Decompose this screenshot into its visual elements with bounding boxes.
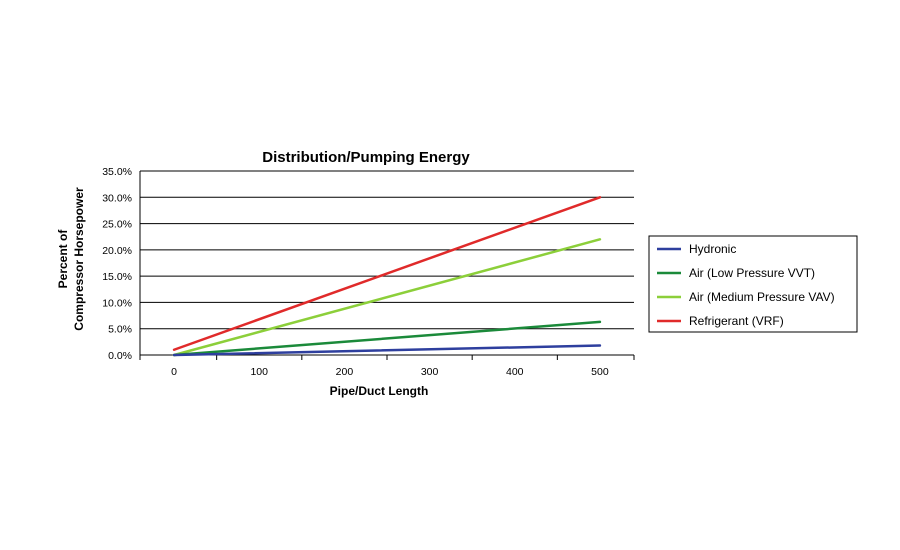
x-axis-label: Pipe/Duct Length	[330, 384, 429, 398]
legend: Hydronic Air (Low Pressure VVT) Air (Mediu…	[648, 235, 858, 333]
x-axis: 0 100 200 300 400 500	[139, 354, 635, 378]
y-axis-label: Percent of Compressor Horsepower	[56, 187, 86, 331]
series-line-3	[172, 196, 602, 351]
grid-lines	[140, 170, 634, 330]
y-axis-label-line1: Percent of	[56, 229, 70, 289]
x-tick-label: 0	[171, 366, 177, 378]
y-tick-label: 15.0%	[102, 271, 132, 283]
y-axis-label-line2: Compressor Horsepower	[72, 187, 86, 331]
x-tick-label: 100	[250, 366, 268, 378]
legend-label: Hydronic	[689, 242, 736, 256]
legend-label: Air (Low Pressure VVT)	[689, 266, 815, 280]
y-tick-label: 0.0%	[108, 350, 132, 362]
plot-area: 0 100 200 300 400 500 0.0% 5.0% 10.0% 15.0% 20.0%…	[102, 166, 635, 378]
chart-title: Distribution/Pumping Energy	[262, 149, 470, 166]
y-tick-label: 25.0%	[102, 219, 132, 231]
x-tick-label: 400	[506, 366, 524, 378]
y-tick-label: 10.0%	[102, 297, 132, 309]
series-line-2	[172, 238, 602, 357]
y-tick-label: 5.0%	[108, 324, 132, 336]
series-lines	[172, 196, 602, 357]
x-tick-label: 500	[591, 366, 609, 378]
x-tick-label: 300	[421, 366, 439, 378]
legend-label: Refrigerant (VRF)	[689, 314, 784, 328]
y-tick-label: 30.0%	[102, 192, 132, 204]
series-line-0	[172, 344, 602, 357]
series-line-1	[172, 320, 602, 357]
y-tick-label: 35.0%	[102, 166, 132, 178]
legend-label: Air (Medium Pressure VAV)	[689, 290, 835, 304]
x-tick-label: 200	[336, 366, 354, 378]
legend-box	[648, 235, 858, 333]
y-tick-label: 20.0%	[102, 245, 132, 257]
y-axis: 0.0% 5.0% 10.0% 15.0% 20.0% 25.0% 30.0% 35.0%	[102, 166, 141, 362]
